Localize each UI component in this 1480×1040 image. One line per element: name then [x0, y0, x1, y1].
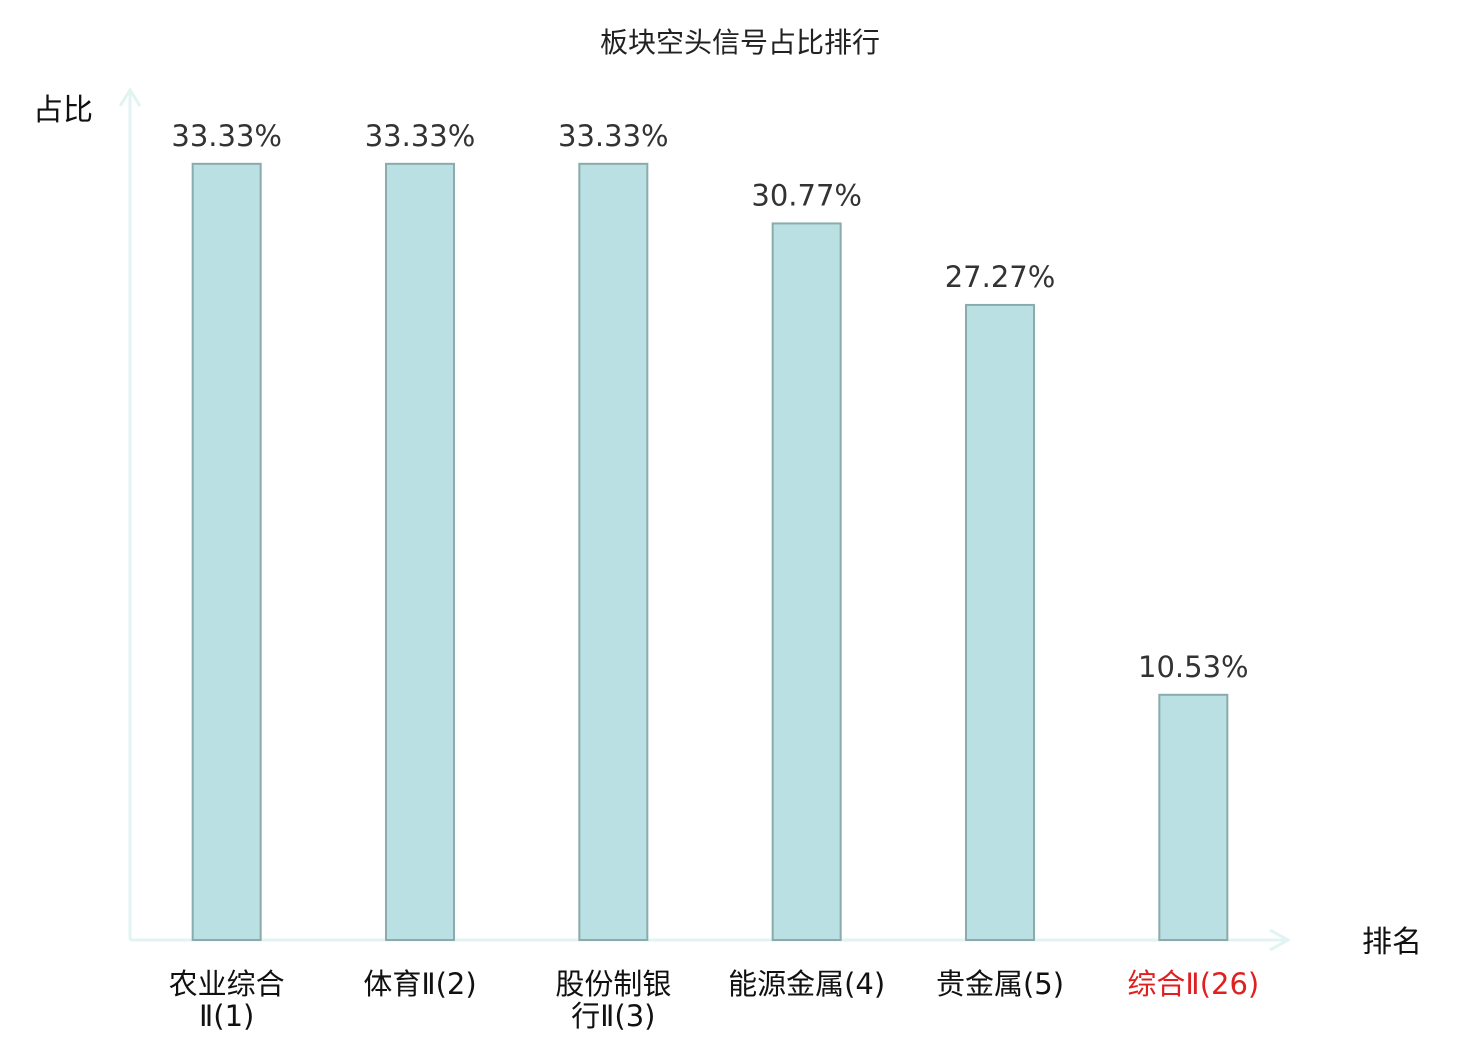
data-label: 33.33%: [171, 119, 282, 153]
y-axis-label: 占比: [33, 93, 93, 128]
bar: [965, 303, 1035, 941]
bar: [771, 222, 842, 941]
x-tick-label: 体育Ⅱ(2): [363, 967, 476, 1001]
x-tick-label: 股份制银: [555, 967, 671, 1001]
data-label: 33.33%: [365, 119, 476, 153]
x-tick-label: 农业综合: [169, 967, 285, 1001]
x-tick-label: 综合Ⅱ(26): [1127, 967, 1259, 1001]
bar: [578, 162, 649, 942]
data-label: 33.33%: [558, 119, 669, 153]
value-labels-group: 33.33% 33.33% 33.33% 30.77% 27.27% 10.53%: [171, 119, 1248, 684]
x-axis-label: 排名: [1362, 925, 1422, 960]
chart-title: 板块空头信号占比排行: [600, 26, 880, 59]
data-label: 10.53%: [1138, 650, 1249, 684]
data-label: 30.77%: [751, 178, 862, 212]
x-axis-arrow: [1269, 928, 1292, 952]
bar: [385, 162, 455, 942]
x-tick-label: 行Ⅱ(3): [571, 999, 655, 1033]
y-axis-arrow: [118, 87, 142, 107]
x-tick-label: 贵金属(5): [936, 967, 1064, 1001]
bar: [191, 162, 262, 942]
bar: [1158, 693, 1229, 941]
data-label: 27.27%: [945, 260, 1056, 294]
x-tick-label: Ⅱ(1): [199, 999, 254, 1033]
bars-group: [191, 162, 1229, 942]
x-tick-label: 能源金属(4): [728, 967, 885, 1001]
